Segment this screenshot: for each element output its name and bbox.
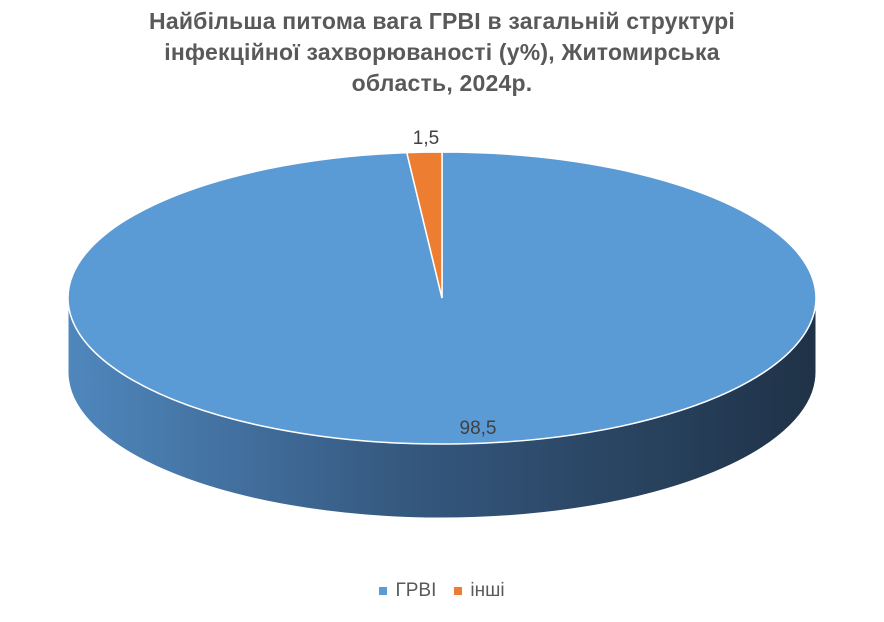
legend-item-grvi: ГРВІ xyxy=(379,580,436,602)
legend-label-inshi: інші xyxy=(470,580,505,601)
chart-title-line-3: область, 2024р. xyxy=(351,70,533,96)
legend-swatch-grvi xyxy=(379,587,388,595)
legend-swatch-inshi xyxy=(454,587,463,595)
legend-label-grvi: ГРВІ xyxy=(395,580,437,601)
data-label-grvi: 98,5 xyxy=(460,418,497,439)
chart-title-line-1: Найбільша питома вага ГРВІ в загальній с… xyxy=(149,8,735,34)
chart-title: Найбільша питома вага ГРВІ в загальній с… xyxy=(92,6,792,99)
pie-slice-inshi xyxy=(405,151,443,299)
chart-title-line-2: інфекційної захворюваності (у%), Житомир… xyxy=(164,39,720,65)
legend: ГРВІ інші xyxy=(0,580,884,602)
data-label-inshi: 1,5 xyxy=(413,128,439,149)
legend-item-inshi: інші xyxy=(454,580,505,602)
